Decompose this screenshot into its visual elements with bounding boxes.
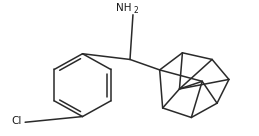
Text: NH: NH — [117, 3, 132, 13]
Text: 2: 2 — [133, 6, 138, 15]
Text: Cl: Cl — [11, 116, 22, 126]
